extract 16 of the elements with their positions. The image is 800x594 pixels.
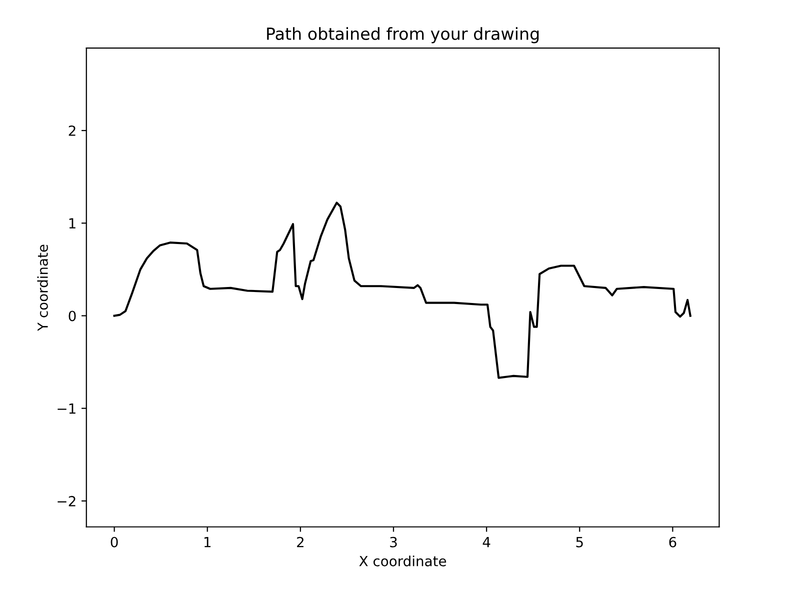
x-tick-label: 6 (669, 536, 676, 548)
y-tick-label: 0 (68, 310, 76, 322)
y-tick-label: −2 (58, 496, 76, 506)
y-tick-label: 2 (68, 126, 76, 136)
y-tick-label: 1 (69, 218, 76, 228)
x-axis-title: X coordinate (359, 556, 446, 566)
x-tick-label: 4 (482, 537, 490, 548)
line-series (113, 202, 692, 379)
x-tick-label: 2 (297, 536, 304, 548)
x-tick-label: 1 (204, 537, 211, 548)
x-tick-label: 5 (576, 537, 583, 548)
y-tick-label: −1 (58, 403, 76, 414)
x-tick-label: 3 (390, 536, 397, 548)
y-axis-title: Y coordinate (37, 244, 48, 332)
x-tick-label: 0 (110, 536, 118, 548)
chart-title: Path obtained from your drawing (267, 27, 539, 44)
